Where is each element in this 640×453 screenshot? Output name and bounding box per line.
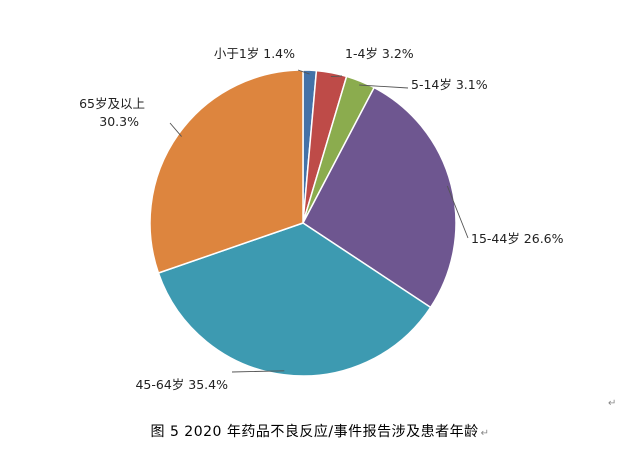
- leader-line: [169, 122, 182, 137]
- leader-line: [231, 370, 285, 373]
- data-labels: 小于1岁 1.4% 1-4岁 3.2% 5-14岁 3.1% 15-44岁 26.6%…: [79, 46, 564, 392]
- leader-lines: [169, 69, 469, 373]
- pie-slice: [157, 222, 432, 377]
- slice-data-label: 5-14岁 3.1%: [411, 77, 488, 92]
- slice-data-label: 15-44岁 26.6%: [471, 231, 564, 246]
- pie-slices: [149, 69, 457, 377]
- pie-slice: [149, 69, 304, 274]
- leader-line: [359, 84, 409, 89]
- leader-line: [330, 75, 343, 78]
- caption-text: 图 5 2020 年药品不良反应/事件报告涉及患者年龄: [150, 424, 479, 440]
- slice-data-label: 45-64岁 35.4%: [135, 377, 228, 392]
- caption-return-mark: ↵: [480, 428, 490, 439]
- slice-data-label: 1-4岁 3.2%: [345, 46, 414, 61]
- leader-line: [446, 185, 469, 239]
- paragraph-mark: ↵: [608, 398, 617, 409]
- figure-caption: 图 5 2020 年药品不良反应/事件报告涉及患者年龄 ↵: [0, 421, 640, 441]
- leader-line: [297, 69, 310, 75]
- pie-chart: 小于1岁 1.4% 1-4岁 3.2% 5-14岁 3.1% 15-44岁 26.6%…: [79, 46, 564, 392]
- slice-data-label: 小于1岁 1.4%: [214, 46, 295, 61]
- slice-data-label: 65岁及以上 30.3%: [79, 96, 145, 129]
- pie-slice: [302, 86, 457, 309]
